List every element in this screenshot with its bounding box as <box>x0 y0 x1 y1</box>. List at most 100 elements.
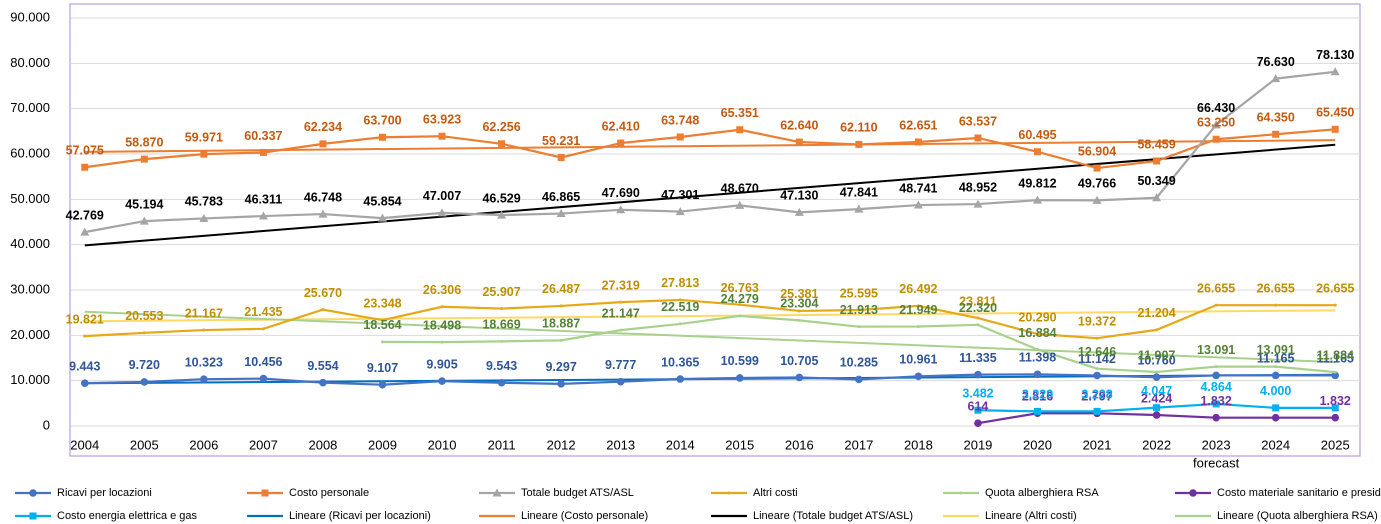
legend-marker <box>261 489 269 497</box>
data-point <box>139 216 149 225</box>
data-point <box>497 378 506 387</box>
legend-marker <box>959 491 963 495</box>
data-point <box>437 208 447 217</box>
data-label: 4.000 <box>1260 384 1291 398</box>
data-label: 63.250 <box>1197 116 1235 130</box>
data-point <box>616 205 626 214</box>
data-label: 16.884 <box>1018 326 1056 340</box>
data-label: 4.047 <box>1141 384 1172 398</box>
data-point <box>318 209 328 218</box>
data-point <box>914 372 923 381</box>
data-label: 47.007 <box>423 189 461 203</box>
data-label: 23.304 <box>780 297 818 311</box>
data-point <box>1212 413 1220 422</box>
data-label: 62.234 <box>304 120 342 134</box>
data-label: 3.482 <box>962 387 993 401</box>
x-tick-label: 2014 <box>666 437 695 452</box>
data-label: 63.700 <box>363 114 401 128</box>
data-point <box>378 380 387 389</box>
data-point <box>1093 371 1101 380</box>
data-point <box>1033 195 1042 204</box>
data-point <box>1212 400 1220 408</box>
data-label: 27.813 <box>661 276 699 290</box>
data-point <box>1333 303 1337 307</box>
data-point <box>500 307 504 311</box>
legend-item: Altri costi <box>711 487 798 499</box>
x-tick-label: 2020 <box>1023 437 1052 452</box>
data-label: 13.091 <box>1257 343 1295 357</box>
data-label: 1.832 <box>1200 394 1231 408</box>
data-point <box>913 200 923 209</box>
data-point <box>200 150 208 158</box>
data-point <box>321 308 325 312</box>
legend-marker <box>29 489 37 497</box>
data-point <box>1271 413 1280 422</box>
data-point <box>140 155 148 163</box>
x-tick-label: 2006 <box>189 437 218 452</box>
data-point <box>1271 371 1280 380</box>
legend-label: Costo personale <box>289 487 369 499</box>
data-label: 11.165 <box>1257 352 1295 366</box>
data-label: 60.495 <box>1018 128 1056 142</box>
x-tick-label: 2008 <box>308 437 337 452</box>
data-point <box>797 309 801 313</box>
data-point <box>1331 413 1340 422</box>
data-label: 63.537 <box>959 114 997 128</box>
legend-item: Quota alberghiera RSA <box>943 487 1099 499</box>
data-point <box>678 322 682 326</box>
data-point <box>1274 365 1278 369</box>
data-point <box>738 314 742 318</box>
data-point <box>676 133 684 141</box>
legend-item: Totale budget ATS/ASL <box>479 487 634 499</box>
data-point <box>1274 303 1278 307</box>
data-point <box>1272 404 1280 412</box>
legend-label: Costo materiale sanitario e presidi <box>1217 487 1381 499</box>
data-label: 63.748 <box>661 113 699 127</box>
data-point <box>676 375 685 383</box>
data-point <box>199 213 209 222</box>
data-point <box>258 211 268 220</box>
data-point <box>616 377 625 386</box>
data-point <box>497 210 507 219</box>
data-point <box>381 340 384 344</box>
data-label: 42.769 <box>66 208 104 222</box>
data-point <box>142 331 146 335</box>
data-point <box>794 207 804 216</box>
data-point <box>259 374 268 383</box>
data-point <box>559 304 563 308</box>
data-point <box>974 134 982 142</box>
data-label: 49.812 <box>1018 176 1056 190</box>
data-point <box>1211 120 1221 129</box>
legend-label: Quota alberghiera RSA <box>985 487 1099 499</box>
data-point <box>1034 407 1041 415</box>
legend-label: Altri costi <box>753 487 798 499</box>
data-label: 9.554 <box>307 359 338 373</box>
data-point <box>1214 303 1218 307</box>
data-point <box>200 375 208 384</box>
legend-marker <box>1189 489 1197 497</box>
data-label: 11.165 <box>1316 352 1354 366</box>
x-tick-label: 2009 <box>368 437 397 452</box>
data-point <box>1153 404 1161 412</box>
data-point <box>738 303 742 307</box>
data-label: 22.320 <box>959 301 997 315</box>
legend-label: Lineare (Totale budget ATS/ASL) <box>753 510 913 522</box>
data-label: 9.543 <box>486 359 517 373</box>
x-tick-label: 2016 <box>785 437 814 452</box>
data-point <box>259 148 267 156</box>
data-point <box>1034 148 1041 156</box>
data-point <box>438 377 446 385</box>
data-label: 45.194 <box>125 197 163 211</box>
data-label: 20.553 <box>125 309 163 323</box>
data-label: 62.410 <box>602 119 640 133</box>
data-point <box>974 370 982 379</box>
data-point <box>438 132 446 140</box>
data-point <box>855 375 863 384</box>
data-point <box>1093 164 1101 172</box>
y-tick-label: 0 <box>43 417 50 432</box>
x-tick-label: 2010 <box>428 437 457 452</box>
data-point <box>1333 370 1337 374</box>
data-point <box>440 305 444 309</box>
trendline <box>84 143 1336 247</box>
data-label: 10.760 <box>1137 354 1175 368</box>
